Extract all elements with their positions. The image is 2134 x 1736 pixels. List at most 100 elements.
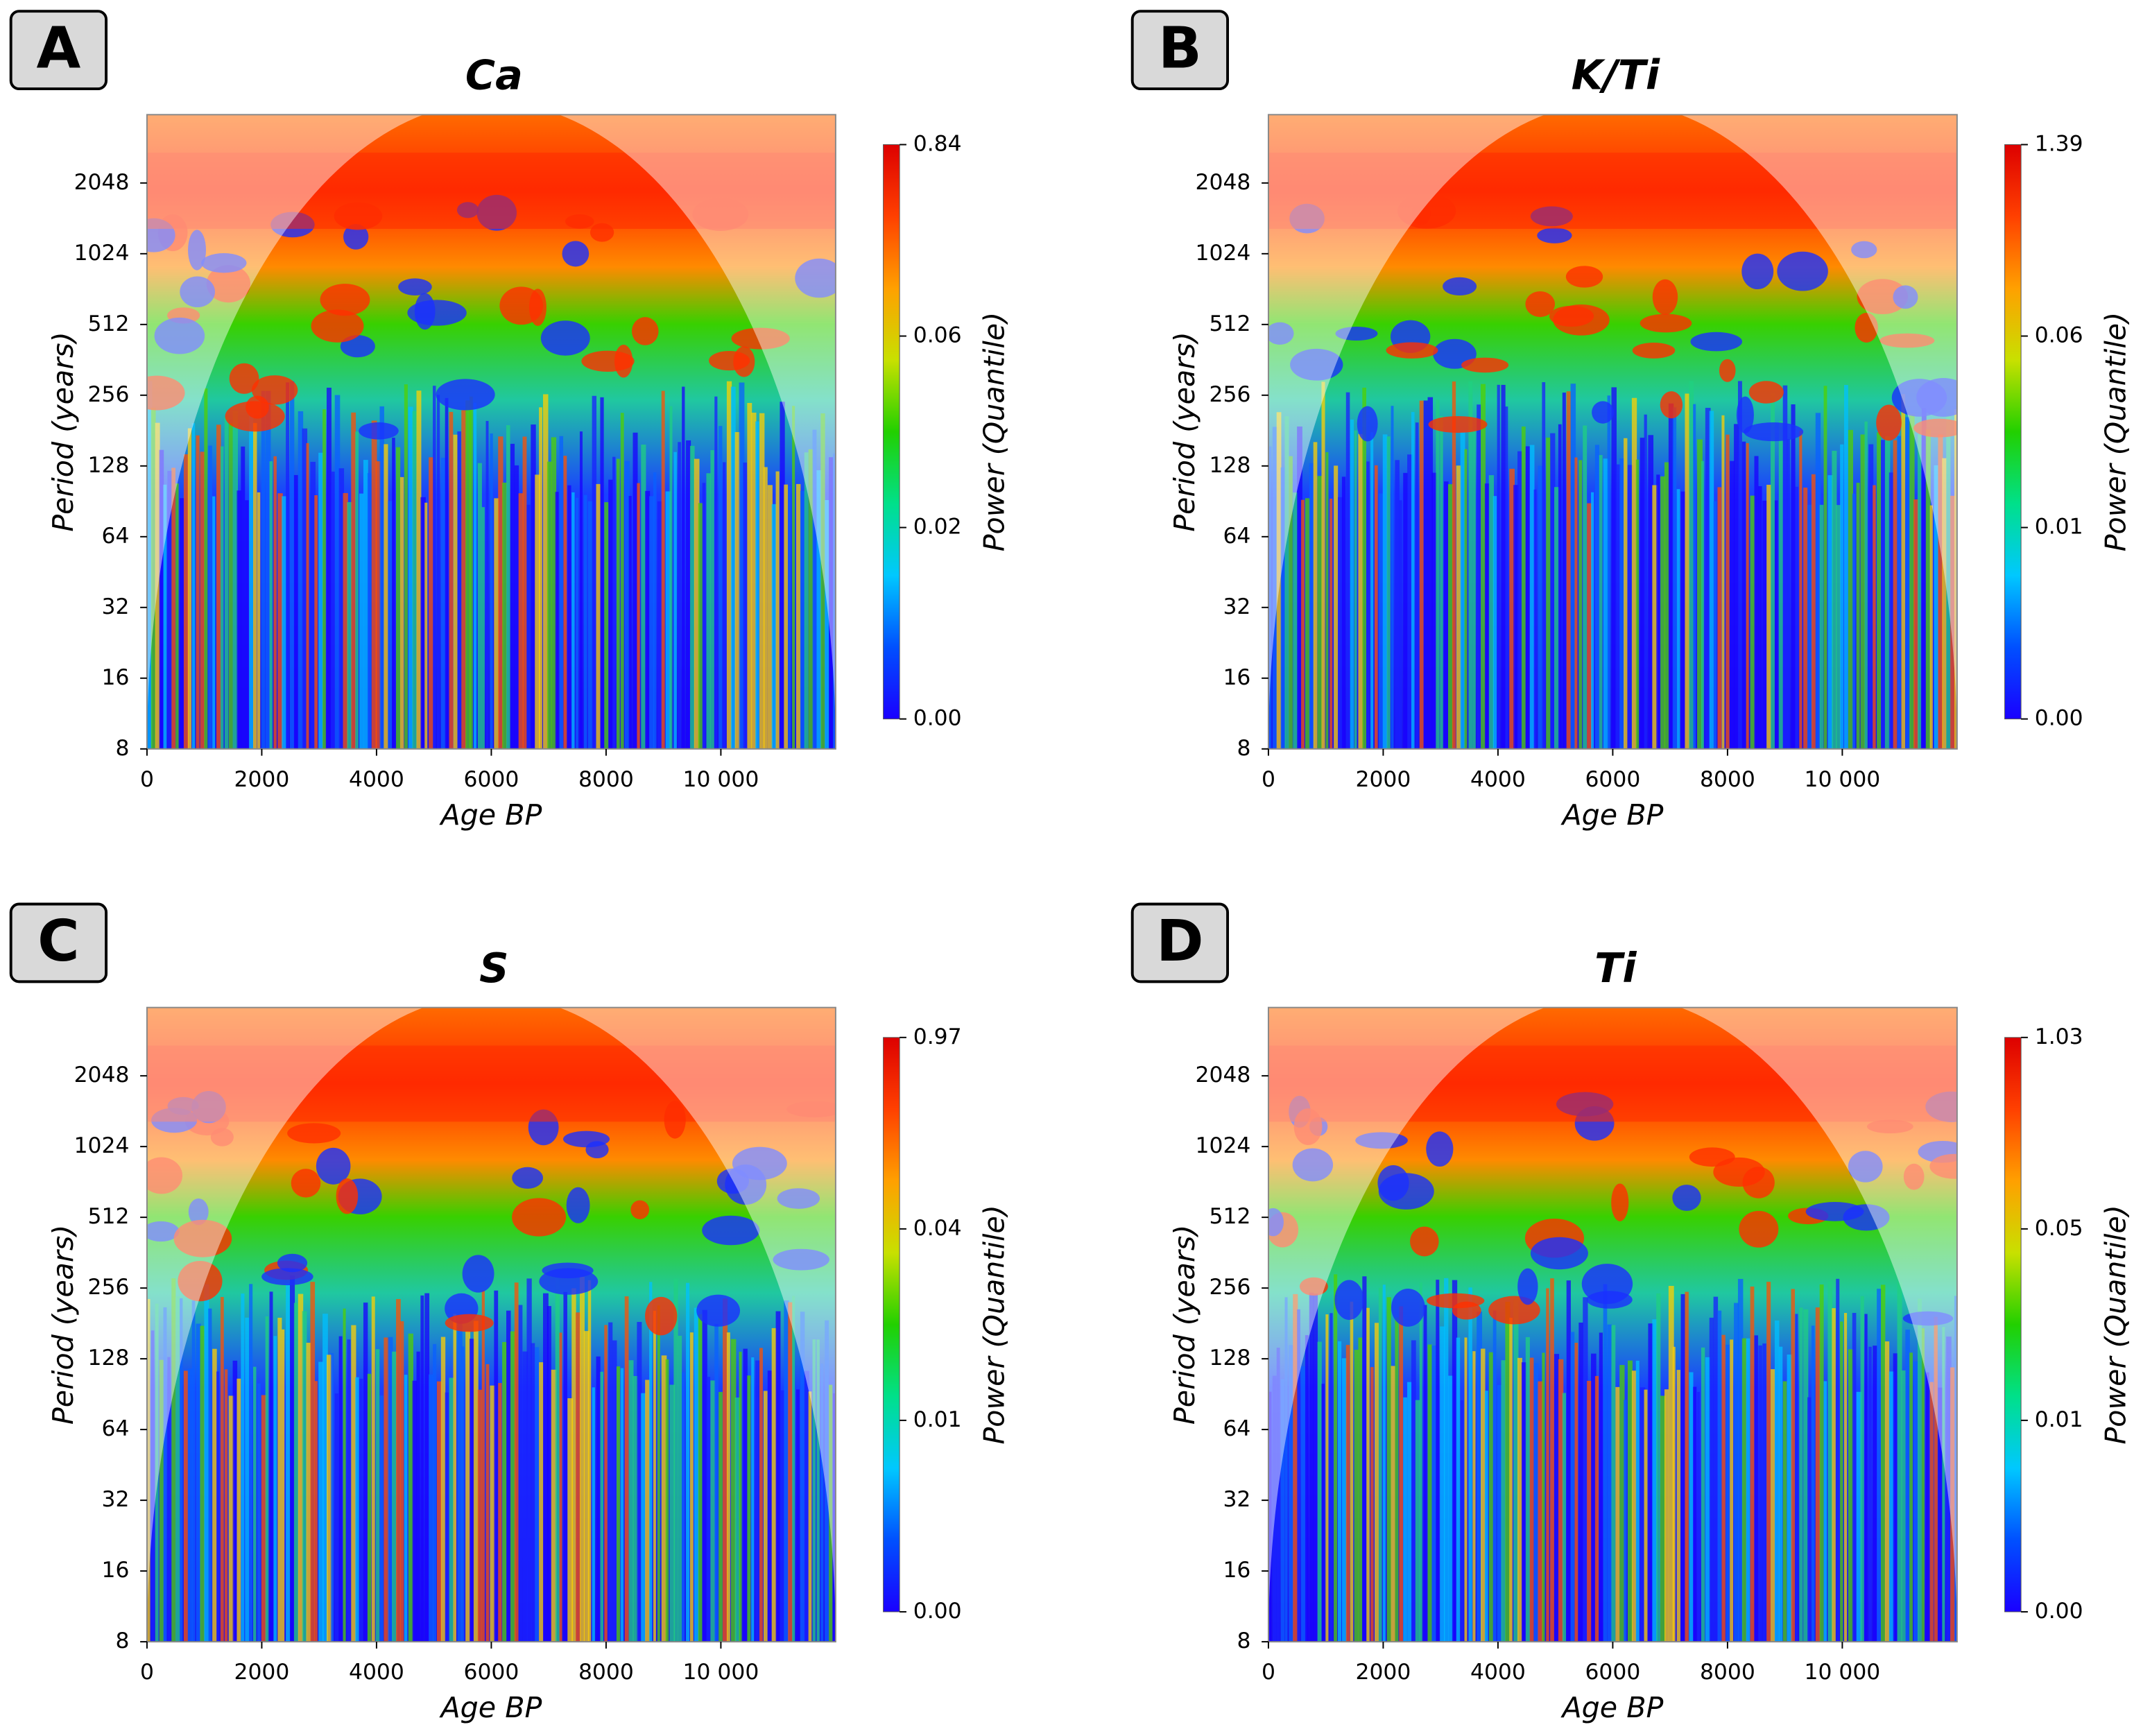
heatmap-texture <box>1934 465 1938 749</box>
heatmap-texture <box>1366 461 1370 749</box>
heatmap-texture <box>1583 1297 1588 1642</box>
heatmap-texture <box>1676 1370 1680 1642</box>
heatmap-texture <box>1726 1344 1730 1642</box>
heatmap-texture <box>351 412 356 749</box>
heatmap-texture <box>1497 1384 1502 1642</box>
heatmap-blob <box>1843 1204 1890 1231</box>
heatmap-blob <box>277 1253 308 1273</box>
colorbar <box>883 1037 900 1613</box>
heatmap-texture <box>665 1359 669 1642</box>
heatmap-texture <box>694 458 700 749</box>
heatmap-texture <box>526 504 531 749</box>
heatmap-texture <box>183 1370 188 1642</box>
heatmap-texture <box>1423 400 1428 749</box>
heatmap-texture <box>1301 499 1305 749</box>
heatmap-texture <box>579 1276 585 1642</box>
heatmap-texture <box>1386 436 1391 749</box>
x-axis-label: Age BP <box>1560 1691 1663 1724</box>
heatmap-texture <box>1607 395 1611 749</box>
heatmap-texture <box>641 445 646 749</box>
heatmap-texture <box>1554 1354 1560 1642</box>
heatmap-texture <box>1815 1307 1821 1642</box>
heatmap-texture <box>249 1284 253 1642</box>
heatmap-texture <box>571 1288 576 1642</box>
heatmap-blob <box>732 1146 787 1180</box>
heatmap-texture <box>542 1293 549 1642</box>
heatmap-texture <box>649 1282 653 1642</box>
heatmap-texture <box>734 1397 741 1642</box>
x-axis-label: Age BP <box>1560 798 1663 832</box>
heatmap-texture <box>710 1380 716 1642</box>
cone-of-influence <box>1268 114 1957 749</box>
x-tick-label: 8000 <box>578 1660 634 1685</box>
heatmap-blob <box>1290 348 1343 381</box>
heatmap-texture <box>576 1312 581 1642</box>
heatmap-texture <box>167 1357 171 1642</box>
heatmap-blob <box>1672 1185 1701 1211</box>
heatmap-texture <box>1550 433 1556 749</box>
heatmap-blob <box>445 1314 494 1332</box>
heatmap-texture <box>1827 475 1833 749</box>
panel-label-box <box>1130 10 1230 91</box>
heatmap-texture <box>1734 1303 1739 1642</box>
heatmap-texture <box>236 490 241 749</box>
heatmap-texture <box>661 390 665 749</box>
heatmap-texture <box>628 496 632 749</box>
heatmap-blob <box>773 1248 829 1271</box>
heatmap-texture <box>669 406 673 749</box>
heatmap-texture <box>1721 1334 1726 1642</box>
heatmap-texture <box>1289 456 1293 749</box>
heatmap-texture <box>1611 387 1617 749</box>
heatmap-texture <box>723 1298 728 1642</box>
heatmap-texture <box>710 450 714 749</box>
heatmap-texture <box>804 452 809 749</box>
heatmap-texture <box>1284 1297 1288 1642</box>
heatmap-texture <box>1484 483 1490 749</box>
heatmap-texture <box>686 1282 690 1642</box>
heatmap-texture <box>1766 1282 1771 1642</box>
heatmap-texture <box>1382 1284 1386 1642</box>
heatmap-texture <box>379 1395 384 1642</box>
heatmap-blob <box>1741 253 1774 290</box>
heatmap-texture <box>347 1339 351 1642</box>
y-tick-label: 512 <box>88 311 130 336</box>
heatmap-texture <box>1533 489 1537 749</box>
heatmap-texture <box>1635 1360 1640 1642</box>
x-tick-label: 0 <box>1262 1660 1275 1685</box>
heatmap-texture <box>1693 404 1696 749</box>
heatmap <box>1268 114 1957 749</box>
heatmap-texture <box>200 452 205 749</box>
heatmap-texture <box>1901 1370 1907 1642</box>
heatmap-texture <box>277 1317 282 1642</box>
heatmap-texture <box>1795 1314 1798 1642</box>
panel-label-box <box>9 10 108 91</box>
heatmap-texture <box>1901 394 1906 749</box>
heatmap-blob <box>1268 322 1294 345</box>
heatmap-texture <box>1897 436 1901 749</box>
heatmap-texture <box>1848 1349 1854 1642</box>
colorbar-tick-label: 0.01 <box>2035 515 2083 540</box>
heatmap-texture <box>1440 1326 1445 1642</box>
heatmap-texture <box>1705 1357 1711 1642</box>
heatmap-texture <box>396 1299 401 1642</box>
heatmap-texture <box>600 1371 603 1642</box>
heatmap-texture <box>1840 444 1844 749</box>
x-tick-label: 0 <box>140 1660 154 1685</box>
heatmap-texture <box>481 1290 485 1642</box>
y-tick-label: 2048 <box>74 1063 130 1088</box>
heatmap-texture <box>686 440 691 749</box>
heatmap-texture <box>1546 437 1551 749</box>
heatmap-texture <box>1297 1309 1300 1642</box>
heatmap-blob <box>343 223 369 250</box>
colorbar-tick-label: 0.05 <box>2035 1216 2083 1241</box>
y-tick-label: 2048 <box>74 170 130 195</box>
heatmap-texture <box>698 1314 703 1642</box>
heatmap-texture <box>702 483 706 749</box>
heatmap-blob <box>1632 342 1676 359</box>
heatmap-texture <box>1913 1361 1919 1642</box>
colorbar-tick-label: 0.01 <box>913 1407 962 1432</box>
heatmap-texture <box>477 463 482 749</box>
y-tick-label: 128 <box>88 453 130 478</box>
heatmap-texture <box>355 431 359 749</box>
heatmap-blob <box>1268 1208 1284 1237</box>
